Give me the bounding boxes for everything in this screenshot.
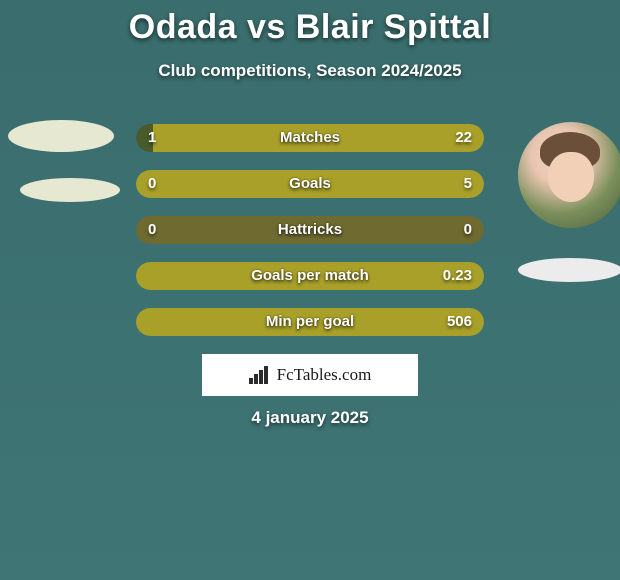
stat-label: Goals — [136, 170, 484, 198]
stats-container: 1 Matches 22 0 Goals 5 0 Hattricks 0 Goa… — [136, 124, 484, 354]
subtitle: Club competitions, Season 2024/2025 — [0, 61, 620, 81]
stat-label: Min per goal — [136, 308, 484, 336]
stat-row-mpg: Min per goal 506 — [136, 308, 484, 336]
stat-right-value: 22 — [455, 124, 472, 152]
stat-row-goals: 0 Goals 5 — [136, 170, 484, 198]
bar-chart-icon — [249, 366, 271, 384]
stat-right-value: 0.23 — [443, 262, 472, 290]
stat-row-gpm: Goals per match 0.23 — [136, 262, 484, 290]
page-title: Odada vs Blair Spittal — [0, 0, 620, 47]
stat-label: Goals per match — [136, 262, 484, 290]
stat-right-value: 506 — [447, 308, 472, 336]
player-right-avatar — [518, 122, 620, 228]
brand-text: FcTables.com — [277, 365, 372, 385]
player-left-avatar-placeholder — [8, 120, 114, 152]
brand-box[interactable]: FcTables.com — [202, 354, 418, 396]
stat-row-matches: 1 Matches 22 — [136, 124, 484, 152]
player-left-name-placeholder — [20, 178, 120, 202]
stat-label: Matches — [136, 124, 484, 152]
date-label: 4 january 2025 — [0, 408, 620, 428]
stat-right-value: 0 — [464, 216, 472, 244]
stat-label: Hattricks — [136, 216, 484, 244]
stat-row-hattricks: 0 Hattricks 0 — [136, 216, 484, 244]
stat-right-value: 5 — [464, 170, 472, 198]
player-right-name-placeholder — [518, 258, 620, 282]
